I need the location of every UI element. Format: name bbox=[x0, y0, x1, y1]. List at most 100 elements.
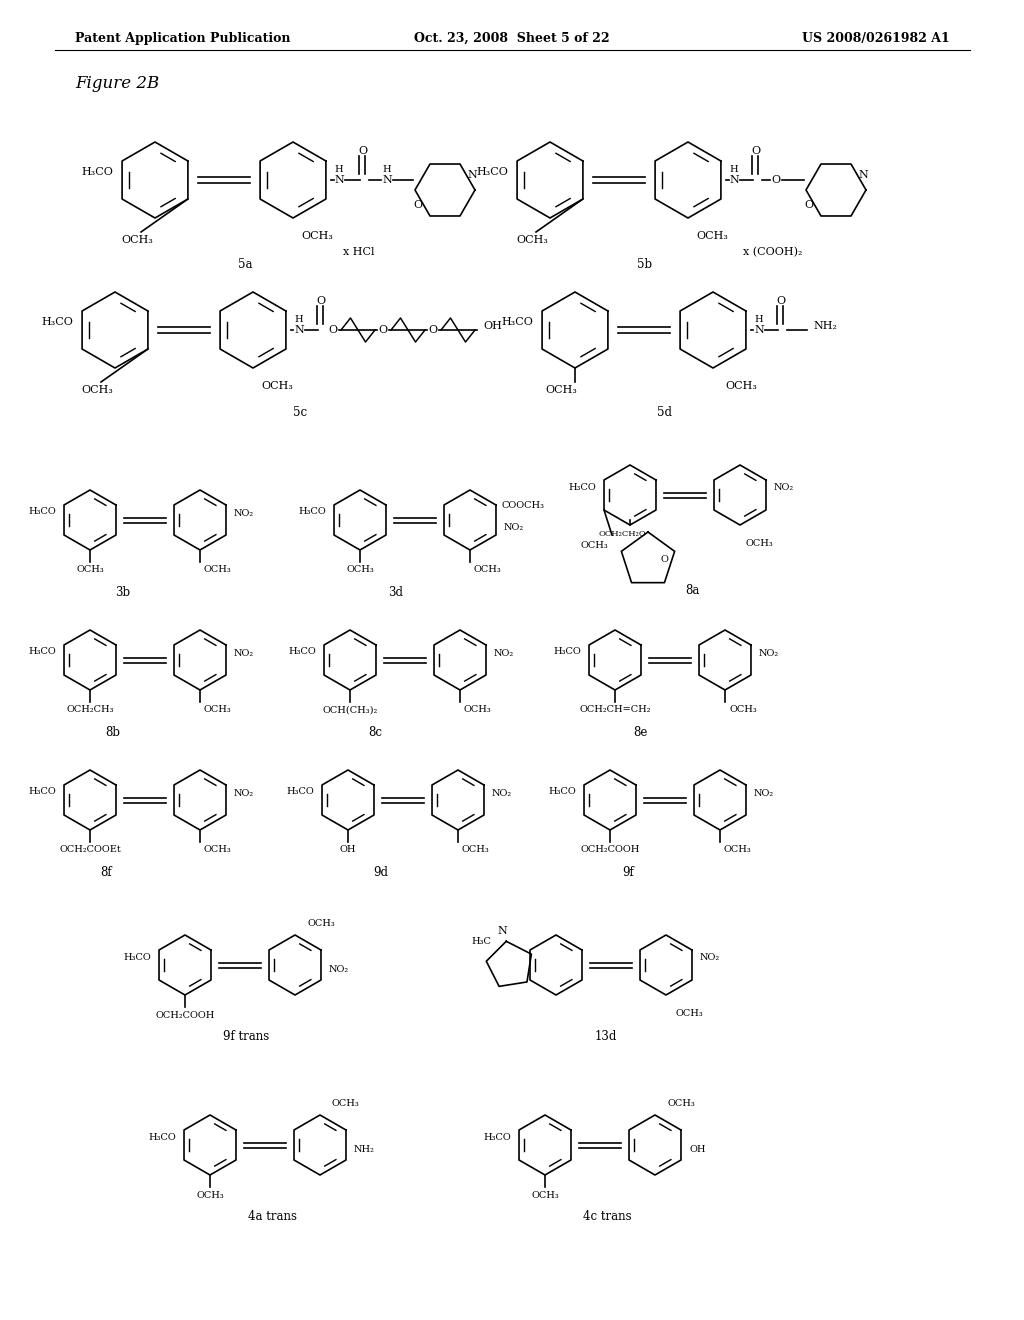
Text: 9d: 9d bbox=[373, 866, 388, 879]
Text: OCH₃: OCH₃ bbox=[531, 1191, 559, 1200]
Text: O: O bbox=[379, 325, 387, 335]
Text: H₃CO: H₃CO bbox=[29, 648, 56, 656]
Text: 9f: 9f bbox=[622, 866, 634, 879]
Text: OCH₃: OCH₃ bbox=[121, 235, 153, 246]
Text: O: O bbox=[316, 296, 326, 306]
Text: OCH₃: OCH₃ bbox=[746, 539, 774, 548]
Text: US 2008/0261982 A1: US 2008/0261982 A1 bbox=[802, 32, 950, 45]
Text: NO₂: NO₂ bbox=[329, 965, 349, 974]
Text: OCH₃: OCH₃ bbox=[581, 540, 608, 549]
Text: OCH₃: OCH₃ bbox=[197, 1191, 224, 1200]
Text: O: O bbox=[805, 201, 813, 210]
Text: NO₂: NO₂ bbox=[504, 524, 524, 532]
Text: 5c: 5c bbox=[293, 405, 307, 418]
Text: OCH₂CH₂O: OCH₂CH₂O bbox=[598, 531, 646, 539]
Text: x HCl: x HCl bbox=[343, 247, 375, 257]
Text: OCH₃: OCH₃ bbox=[261, 381, 293, 391]
Text: 4a trans: 4a trans bbox=[248, 1210, 297, 1224]
Text: OH: OH bbox=[483, 321, 502, 331]
Text: OCH₃: OCH₃ bbox=[729, 705, 757, 714]
Text: Figure 2B: Figure 2B bbox=[75, 75, 160, 92]
Text: OCH₃: OCH₃ bbox=[346, 565, 374, 574]
Text: OCH₃: OCH₃ bbox=[204, 565, 231, 574]
Text: H₃CO: H₃CO bbox=[476, 168, 508, 177]
Text: OCH₂COOH: OCH₂COOH bbox=[156, 1011, 215, 1019]
Text: H₃CO: H₃CO bbox=[123, 953, 151, 961]
Text: H₃CO: H₃CO bbox=[568, 483, 596, 491]
Text: 5a: 5a bbox=[238, 259, 252, 272]
Text: Patent Application Publication: Patent Application Publication bbox=[75, 32, 291, 45]
Text: NO₂: NO₂ bbox=[754, 789, 774, 799]
Text: OCH₃: OCH₃ bbox=[545, 385, 577, 395]
Text: O: O bbox=[414, 201, 423, 210]
Text: N: N bbox=[729, 176, 739, 185]
Text: 8e: 8e bbox=[633, 726, 647, 738]
Text: 3b: 3b bbox=[115, 586, 130, 598]
Text: H: H bbox=[730, 165, 738, 173]
Text: 3d: 3d bbox=[388, 586, 403, 598]
Text: OCH₃: OCH₃ bbox=[81, 385, 113, 395]
Text: 9f trans: 9f trans bbox=[223, 1031, 269, 1044]
Text: OH: OH bbox=[689, 1144, 706, 1154]
Text: OCH(CH₃)₂: OCH(CH₃)₂ bbox=[323, 705, 378, 714]
Text: NO₂: NO₂ bbox=[234, 649, 254, 659]
Text: OCH₃: OCH₃ bbox=[516, 235, 548, 246]
Text: 13d: 13d bbox=[595, 1031, 617, 1044]
Text: NH₂: NH₂ bbox=[354, 1144, 375, 1154]
Text: OCH₃: OCH₃ bbox=[474, 565, 502, 574]
Text: N: N bbox=[294, 325, 304, 335]
Text: H₃CO: H₃CO bbox=[288, 648, 316, 656]
Text: O: O bbox=[428, 325, 437, 335]
Text: OCH₃: OCH₃ bbox=[724, 846, 752, 854]
Text: H: H bbox=[755, 314, 763, 323]
Text: H₃CO: H₃CO bbox=[148, 1133, 176, 1142]
Text: O: O bbox=[771, 176, 780, 185]
Text: OCH₃: OCH₃ bbox=[204, 846, 231, 854]
Text: H₃C: H₃C bbox=[471, 936, 490, 945]
Text: x (COOH)₂: x (COOH)₂ bbox=[743, 247, 803, 257]
Text: N: N bbox=[858, 170, 868, 180]
Text: OCH₃: OCH₃ bbox=[332, 1098, 359, 1107]
Text: H₃CO: H₃CO bbox=[287, 788, 314, 796]
Text: 8a: 8a bbox=[685, 583, 699, 597]
Text: OCH₂CH₃: OCH₂CH₃ bbox=[67, 705, 114, 714]
Text: O: O bbox=[358, 147, 368, 156]
Text: OCH₂CH=CH₂: OCH₂CH=CH₂ bbox=[580, 705, 650, 714]
Text: NO₂: NO₂ bbox=[234, 510, 254, 519]
Text: 8c: 8c bbox=[368, 726, 382, 738]
Text: NH₂: NH₂ bbox=[813, 321, 837, 331]
Text: N: N bbox=[382, 176, 392, 185]
Text: 5d: 5d bbox=[657, 405, 673, 418]
Text: NO₂: NO₂ bbox=[700, 953, 720, 961]
Text: O: O bbox=[660, 556, 669, 565]
Text: COOCH₃: COOCH₃ bbox=[502, 502, 545, 511]
Text: OCH₃: OCH₃ bbox=[76, 565, 103, 574]
Text: 4c trans: 4c trans bbox=[583, 1210, 632, 1224]
Text: NO₂: NO₂ bbox=[492, 789, 512, 799]
Text: N: N bbox=[754, 325, 764, 335]
Text: OCH₂COOH: OCH₂COOH bbox=[581, 846, 640, 854]
Text: OCH₃: OCH₃ bbox=[696, 231, 728, 242]
Text: 8b: 8b bbox=[105, 726, 120, 738]
Text: N: N bbox=[467, 170, 477, 180]
Text: 5b: 5b bbox=[637, 259, 652, 272]
Text: NO₂: NO₂ bbox=[759, 649, 779, 659]
Text: H₃CO: H₃CO bbox=[298, 507, 326, 516]
Text: H₃CO: H₃CO bbox=[29, 788, 56, 796]
Text: OCH₂COOEt: OCH₂COOEt bbox=[59, 846, 121, 854]
Text: OCH₃: OCH₃ bbox=[464, 705, 492, 714]
Text: H₃CO: H₃CO bbox=[553, 648, 581, 656]
Text: NO₂: NO₂ bbox=[234, 789, 254, 799]
Text: H₃CO: H₃CO bbox=[501, 317, 534, 327]
Text: O: O bbox=[329, 325, 338, 335]
Text: H₃CO: H₃CO bbox=[81, 168, 113, 177]
Text: H₃CO: H₃CO bbox=[41, 317, 73, 327]
Text: OCH₃: OCH₃ bbox=[667, 1098, 694, 1107]
Text: OCH₃: OCH₃ bbox=[675, 1008, 702, 1018]
Text: H₃CO: H₃CO bbox=[29, 507, 56, 516]
Text: NO₂: NO₂ bbox=[494, 649, 514, 659]
Text: OCH₃: OCH₃ bbox=[725, 381, 757, 391]
Text: NO₂: NO₂ bbox=[774, 483, 795, 491]
Text: N: N bbox=[334, 176, 344, 185]
Text: H₃CO: H₃CO bbox=[548, 788, 575, 796]
